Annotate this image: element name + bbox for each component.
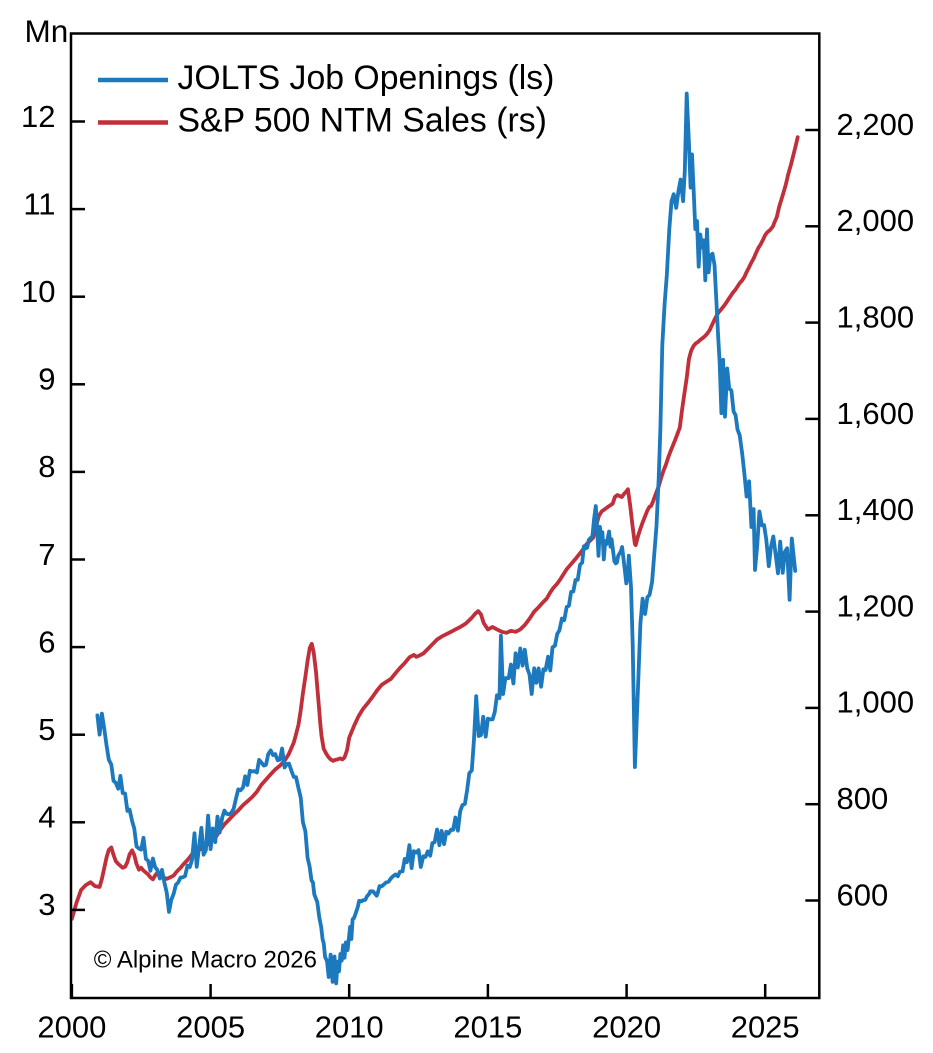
svg-text:Mn: Mn <box>25 13 69 49</box>
svg-text:12: 12 <box>21 99 55 134</box>
svg-text:6: 6 <box>38 624 55 659</box>
svg-text:10: 10 <box>21 274 55 309</box>
svg-text:3: 3 <box>38 887 55 922</box>
svg-text:7: 7 <box>38 537 55 572</box>
svg-text:1,600: 1,600 <box>837 396 915 431</box>
svg-text:800: 800 <box>837 781 889 816</box>
svg-text:2005: 2005 <box>176 1010 245 1045</box>
svg-text:1,400: 1,400 <box>837 492 915 527</box>
svg-text:2025: 2025 <box>731 1010 800 1045</box>
svg-text:5: 5 <box>38 712 55 747</box>
svg-text:2,200: 2,200 <box>837 107 915 142</box>
svg-text:8: 8 <box>38 449 55 484</box>
svg-text:© Alpine Macro 2026: © Alpine Macro 2026 <box>94 947 317 974</box>
svg-text:1,000: 1,000 <box>837 685 915 720</box>
svg-text:11: 11 <box>23 186 55 221</box>
svg-text:1,800: 1,800 <box>837 300 915 335</box>
svg-text:9: 9 <box>38 362 55 397</box>
svg-text:1,200: 1,200 <box>837 588 915 623</box>
svg-text:4: 4 <box>38 800 55 835</box>
svg-text:2000: 2000 <box>37 1010 106 1045</box>
svg-text:JOLTS Job Openings (ls): JOLTS Job Openings (ls) <box>178 59 555 97</box>
svg-text:2015: 2015 <box>453 1010 522 1045</box>
svg-text:2,000: 2,000 <box>837 203 915 238</box>
svg-text:S&P 500 NTM Sales (rs): S&P 500 NTM Sales (rs) <box>178 102 547 140</box>
svg-text:2010: 2010 <box>315 1010 384 1045</box>
svg-text:2020: 2020 <box>592 1010 661 1045</box>
svg-text:600: 600 <box>837 877 889 912</box>
